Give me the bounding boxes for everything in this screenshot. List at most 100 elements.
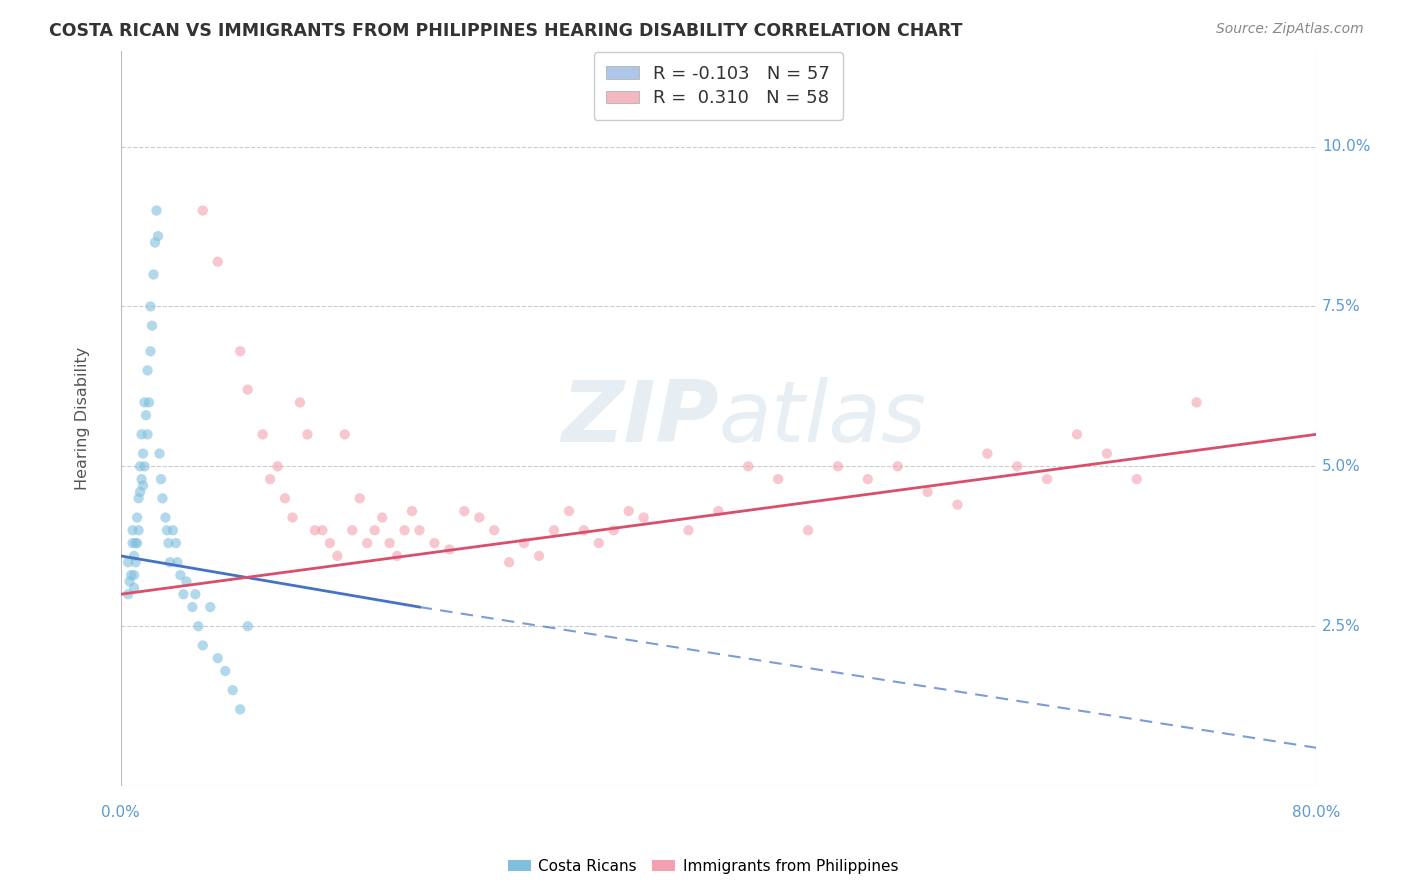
Point [236, 383, 259, 397]
Point [148, 446, 170, 460]
Point [172, 587, 194, 601]
Text: atlas: atlas [718, 377, 927, 460]
Point [129, 484, 152, 499]
Point [187, 619, 209, 633]
Point [121, 524, 143, 538]
Point [134, 395, 156, 409]
Point [558, 504, 581, 518]
Point [200, 600, 222, 615]
Point [311, 524, 333, 538]
Point [917, 484, 939, 499]
Point [423, 536, 446, 550]
Point [349, 491, 371, 506]
Point [122, 581, 145, 595]
Point [136, 363, 159, 377]
Text: 7.5%: 7.5% [1322, 299, 1361, 314]
Point [304, 524, 326, 538]
Point [122, 568, 145, 582]
Point [1185, 395, 1208, 409]
Point [136, 427, 159, 442]
Point [766, 472, 789, 486]
Point [166, 555, 188, 569]
Point [128, 524, 150, 538]
Point [572, 524, 595, 538]
Point [149, 472, 172, 486]
Point [266, 459, 288, 474]
Text: 2.5%: 2.5% [1322, 619, 1361, 633]
Point [152, 491, 174, 506]
Point [207, 254, 229, 268]
Point [281, 510, 304, 524]
Point [141, 318, 163, 333]
Point [139, 300, 162, 314]
Point [118, 574, 141, 589]
Point [617, 504, 640, 518]
Point [468, 510, 491, 524]
Point [1126, 472, 1149, 486]
Point [408, 524, 430, 538]
Point [165, 536, 187, 550]
Point [138, 395, 160, 409]
Point [181, 600, 204, 615]
Legend: Costa Ricans, Immigrants from Philippines: Costa Ricans, Immigrants from Philippine… [502, 853, 904, 880]
Point [378, 536, 401, 550]
Point [229, 344, 252, 359]
Point [184, 587, 207, 601]
Point [498, 555, 520, 569]
Point [737, 459, 759, 474]
Text: 10.0%: 10.0% [1322, 139, 1371, 154]
Point [252, 427, 274, 442]
Point [297, 427, 319, 442]
Point [162, 524, 184, 538]
Point [125, 536, 148, 550]
Point [191, 203, 214, 218]
Point [132, 446, 155, 460]
Point [143, 235, 166, 250]
Point [139, 344, 162, 359]
Point [124, 555, 146, 569]
Point [588, 536, 610, 550]
Point [229, 702, 252, 716]
Point [155, 510, 177, 524]
Point [117, 587, 139, 601]
Point [134, 459, 156, 474]
Point [122, 549, 145, 563]
Point [856, 472, 879, 486]
Point [633, 510, 655, 524]
Point [453, 504, 475, 518]
Point [371, 510, 394, 524]
Text: 5.0%: 5.0% [1322, 458, 1361, 474]
Point [439, 542, 461, 557]
Point [259, 472, 281, 486]
Point [827, 459, 849, 474]
Point [146, 229, 169, 244]
Point [191, 639, 214, 653]
Point [484, 524, 506, 538]
Text: 0.0%: 0.0% [101, 805, 141, 821]
Point [214, 664, 236, 678]
Point [886, 459, 908, 474]
Text: Source: ZipAtlas.com: Source: ZipAtlas.com [1216, 22, 1364, 37]
Point [222, 683, 245, 698]
Point [527, 549, 550, 563]
Point [603, 524, 626, 538]
Point [946, 498, 969, 512]
Point [385, 549, 408, 563]
Point [319, 536, 342, 550]
Point [1095, 446, 1118, 460]
Point [288, 395, 311, 409]
Point [401, 504, 423, 518]
Point [207, 651, 229, 665]
Point [543, 524, 565, 538]
Point [1036, 472, 1059, 486]
Point [513, 536, 536, 550]
Point [129, 459, 152, 474]
Point [117, 555, 139, 569]
Point [121, 536, 143, 550]
Point [128, 491, 150, 506]
Point [124, 536, 146, 550]
Legend: R = -0.103   N = 57, R =  0.310   N = 58: R = -0.103 N = 57, R = 0.310 N = 58 [593, 53, 844, 120]
Point [342, 524, 364, 538]
Point [159, 555, 181, 569]
Point [394, 524, 416, 538]
